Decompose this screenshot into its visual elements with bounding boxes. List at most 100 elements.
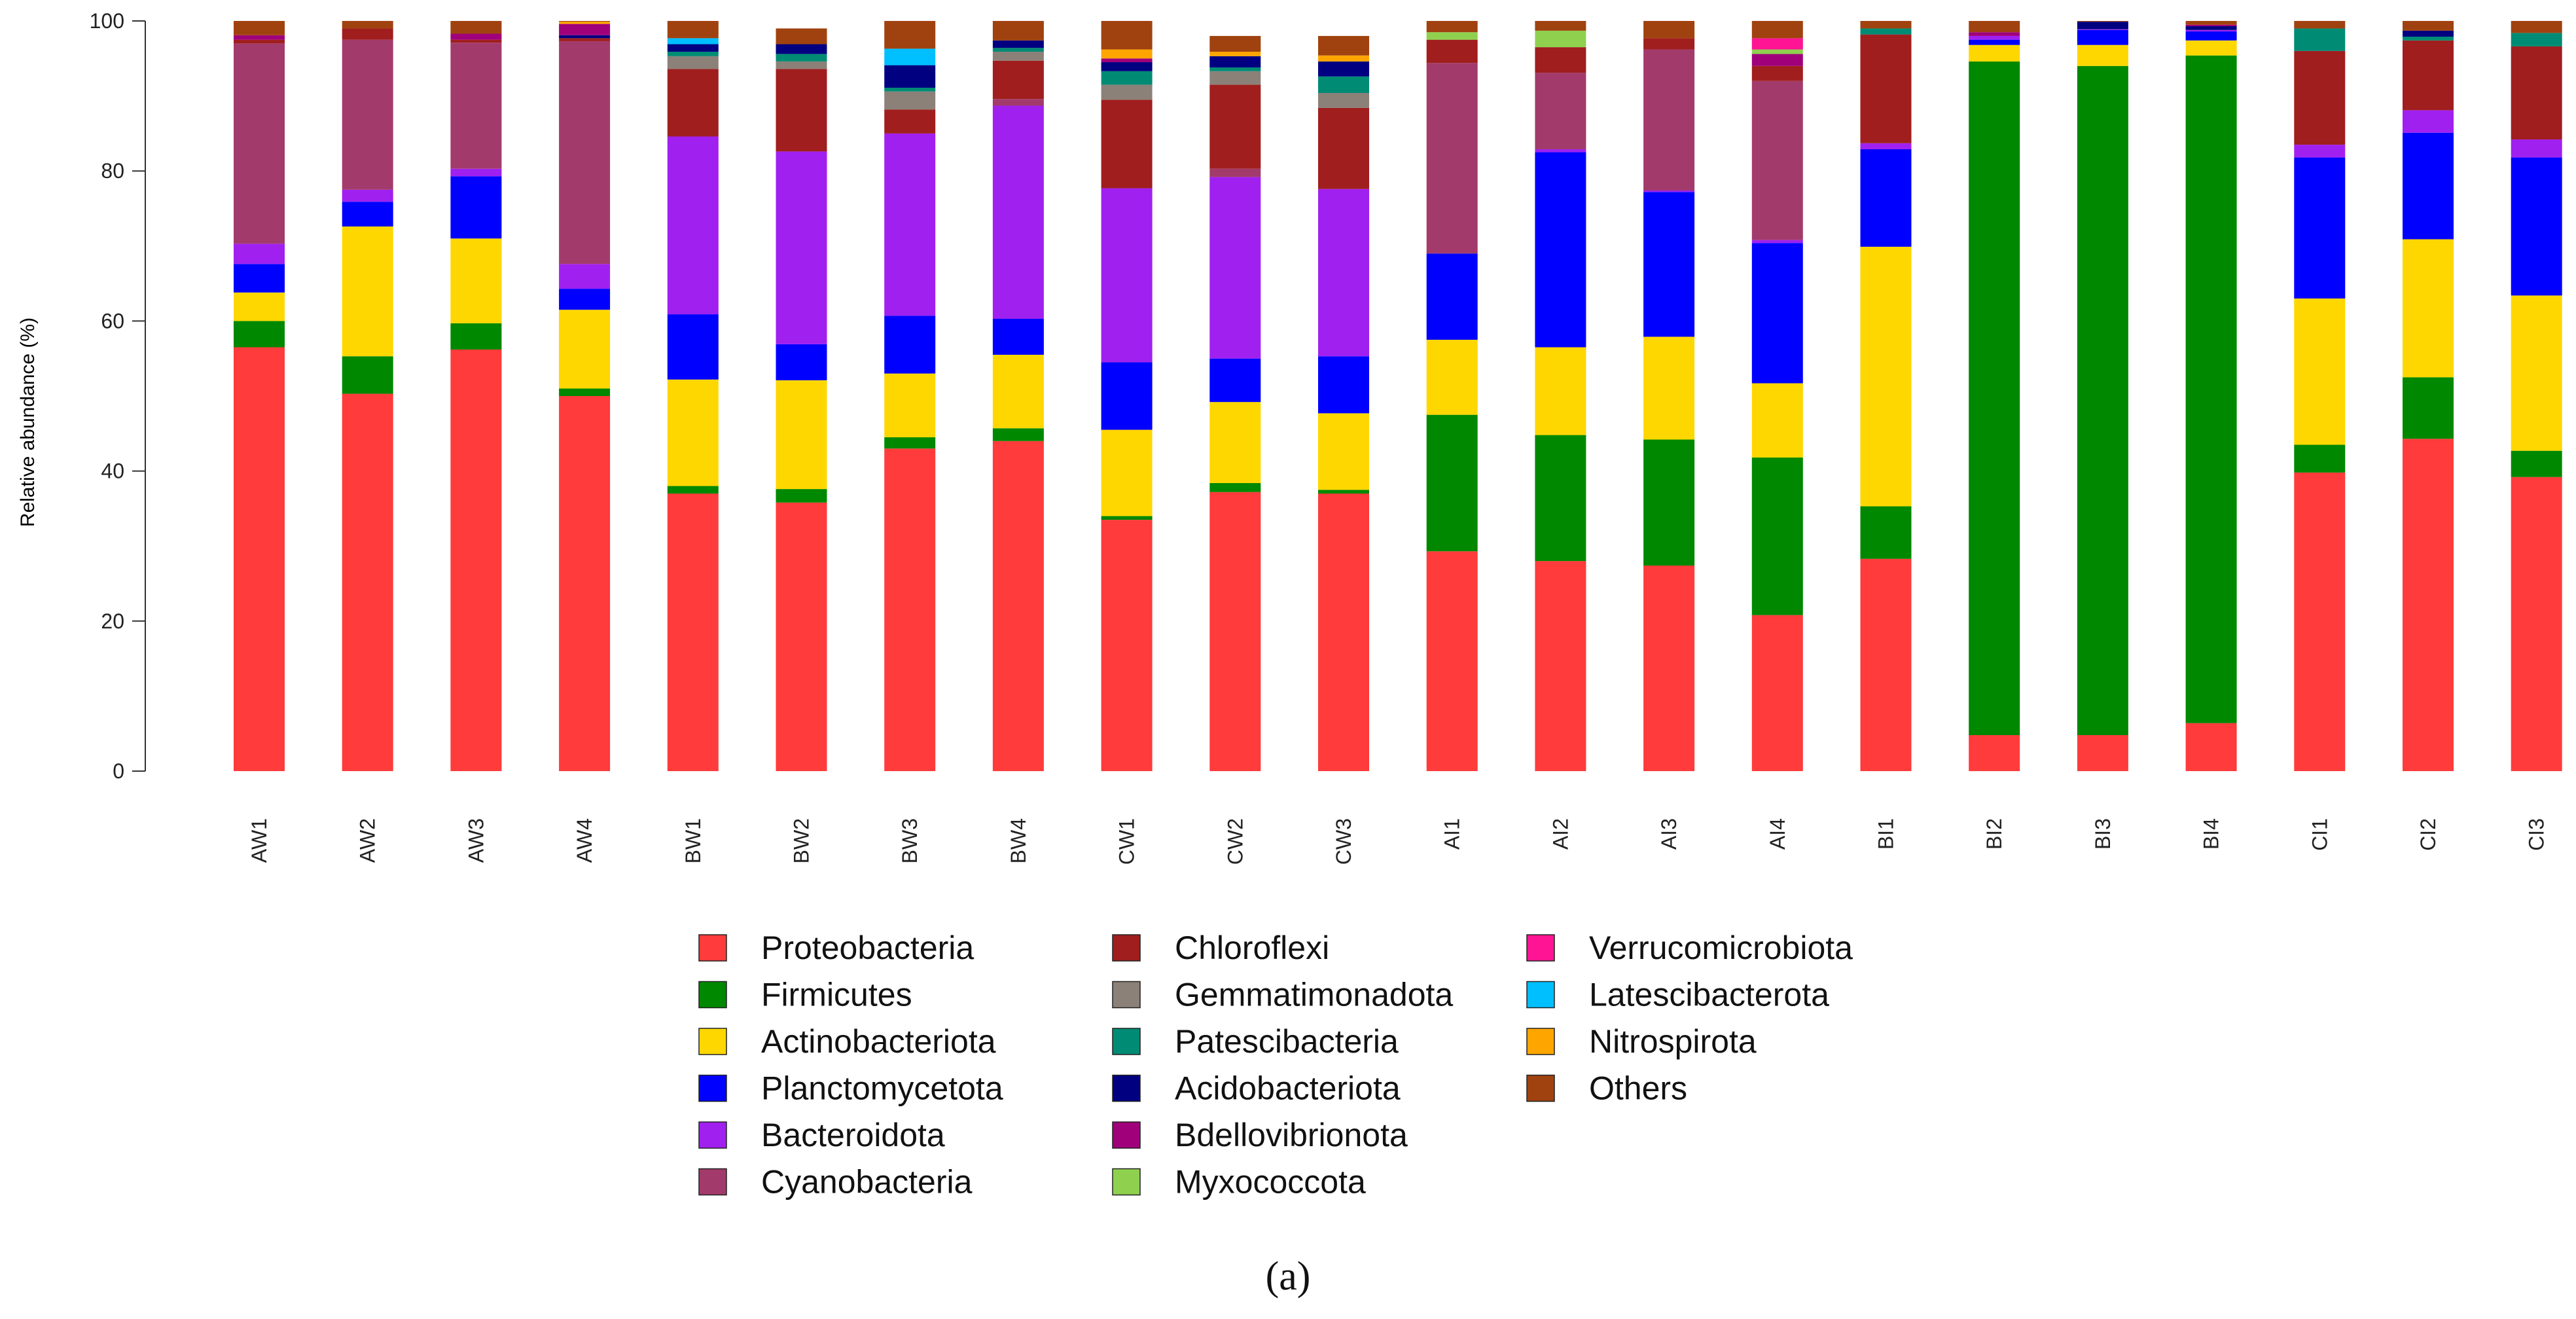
bar-segment-planctomycetota [2294,157,2346,299]
bar-segment-firmicutes [559,388,611,396]
bar-segment-patescibacteria [884,87,936,92]
bar-segment-chloroflexi [450,39,502,43]
bar-segment-proteobacteria [1751,615,1803,771]
bar-segment-bacteroidota [2077,29,2128,30]
bar-segment-chloroflexi [1101,99,1153,189]
bar-segment-patescibacteria [776,54,827,62]
x-tick-label: AI2 [1548,818,1572,850]
bar-segment-planctomycetota [992,318,1044,355]
bar-segment-patescibacteria [2511,33,2562,46]
legend-item-firmicutes: Firmicutes [698,977,912,1013]
bar-segment-others [2077,21,2128,22]
bar-segment-actinobacteriota [1535,347,1586,435]
bar-segment-bacteroidota [1969,35,2020,40]
bar-segment-bdellovibrionota [1101,58,1153,63]
bar-segment-planctomycetota [450,176,502,239]
bar-segment-bacteroidota [2403,110,2454,133]
bar-segment-bacteroidota [1860,143,1912,149]
legend-swatch [1526,1028,1555,1055]
y-axis-label: Relative abundance (%) [17,317,39,527]
legend-swatch [698,1121,727,1149]
bar-segment-planctomycetota [2511,157,2562,296]
legend-swatch [1526,934,1555,962]
x-tick-label: CW3 [1332,818,1355,865]
bar-segment-gemmatimonadota [1209,71,1261,85]
bar-segment-nitrospirota [1209,51,1261,56]
bar-segment-firmicutes [2185,55,2237,723]
bar-segment-proteobacteria [1101,520,1153,771]
bar-segment-proteobacteria [2403,439,2454,771]
legend-label: Nitrospirota [1589,1023,1757,1060]
bar-segment-patescibacteria [1209,67,1261,71]
legend-item-acidobacteriota: Acidobacteriota [1112,1070,1401,1107]
bar-segment-actinobacteriota [992,354,1044,429]
bar-segment-proteobacteria [1209,492,1261,771]
bar-segment-others [2185,21,2237,25]
bar-segment-acidobacteriota [2077,22,2128,29]
legend-label: Bacteroidota [761,1117,945,1153]
bar-segment-bacteroidota [1535,149,1586,153]
bar-segment-others [342,21,393,29]
bar-segment-gemmatimonadota [1101,84,1153,100]
bar-segment-firmicutes [1751,457,1803,615]
bar-stack-bw2 [776,28,827,771]
bar-segment-others [667,21,719,39]
y-tick-label: 80 [101,159,124,183]
bar-segment-actinobacteriota [342,226,393,357]
bar-segment-acidobacteriota [2185,26,2237,30]
bar-segment-actinobacteriota [1318,413,1369,490]
x-tick-label: BI2 [1982,818,2006,850]
bar-segment-nitrospirota [1101,49,1153,59]
bar-segment-planctomycetota [2185,31,2237,41]
bar-segment-bacteroidota [2185,29,2237,32]
legend-item-others: Others [1526,1070,1687,1107]
bar-segment-gemmatimonadota [884,91,936,110]
x-tick-label: AI3 [1657,818,1681,850]
legend-swatch [698,1168,727,1196]
bar-segment-planctomycetota [234,264,285,293]
legend-swatch [1112,1168,1141,1196]
bar-stack-ci1 [2294,21,2346,771]
bars [234,21,2562,771]
bar-segment-cyanobacteria [559,41,611,264]
bar-segment-chloroflexi [1426,39,1478,63]
bar-stack-cw2 [1209,35,1261,771]
bar-segment-others [2511,21,2562,33]
bar-segment-others [1535,21,1586,31]
bar-segment-bacteroidota [234,244,285,264]
legend-label: Patescibacteria [1175,1023,1399,1060]
bar-segment-firmicutes [667,486,719,494]
legend-swatch [1112,1121,1141,1149]
bar-segment-chloroflexi [2511,46,2562,140]
bar-stack-ai1 [1426,21,1478,771]
legend-label: Acidobacteriota [1175,1070,1401,1107]
legend-swatch [1112,1074,1141,1102]
bar-segment-chloroflexi [1643,38,1695,50]
bar-segment-firmicutes [2294,444,2346,473]
bar-segment-planctomycetota [2077,29,2128,45]
x-axis-tick-labels: AW1 AW2 AW3 AW4 BW1 BW2 BW3 BW4 CW1 CW2 CW3 AI1 AI2 A… [247,818,2549,865]
bar-segment-bacteroidota [1209,177,1261,359]
y-tick-label: 60 [101,309,124,333]
bar-segment-proteobacteria [2294,472,2346,771]
bar-segment-others [234,21,285,35]
bar-segment-planctomycetota [1426,253,1478,340]
bar-stack-ci3 [2511,21,2562,771]
bar-segment-others [1860,21,1912,29]
bar-segment-firmicutes [884,437,936,449]
bar-segment-cyanobacteria [1535,73,1586,149]
bar-segment-bacteroidota [342,189,393,202]
y-tick-label: 20 [101,609,124,633]
bar-segment-patescibacteria [992,48,1044,52]
legend-label: Gemmatimonadota [1175,977,1453,1013]
legend-item-myxococcota: Myxococcota [1112,1164,1366,1201]
legend-label: Cyanobacteria [761,1164,973,1201]
bar-segment-bacteroidota [992,105,1044,319]
bar-segment-bacteroidota [1318,189,1369,357]
x-tick-label: CI3 [2525,818,2549,851]
bar-segment-cyanobacteria [234,43,285,244]
bar-segment-cyanobacteria [1426,63,1478,254]
x-tick-label: BW2 [790,818,814,863]
y-axis: 0 20 40 60 80 100 [90,9,146,783]
legend-label: Others [1589,1070,1687,1107]
